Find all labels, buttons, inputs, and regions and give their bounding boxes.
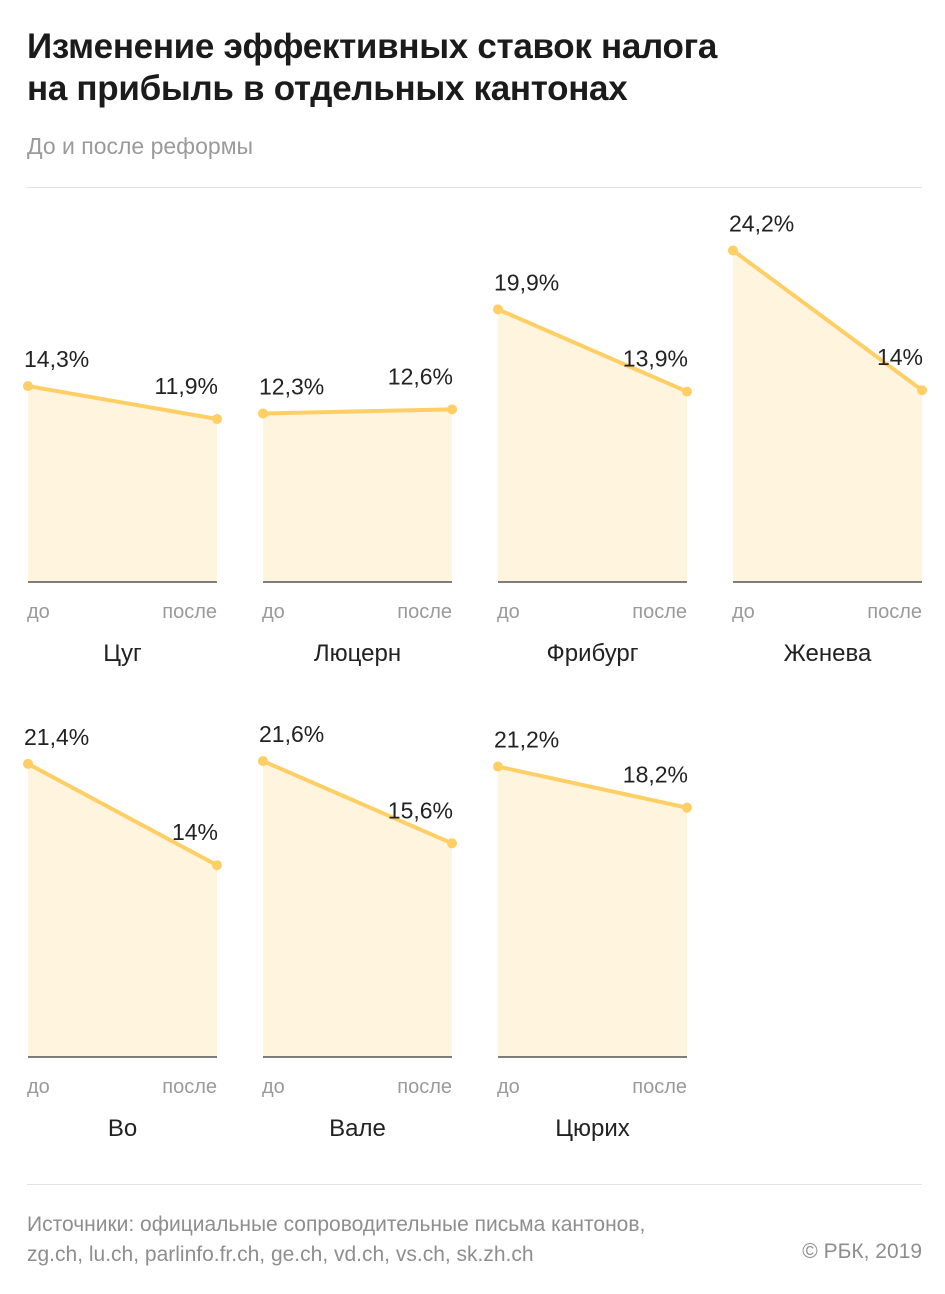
x-tick-before: до [27,1076,50,1098]
series-line [496,307,689,394]
title-line-1: Изменение эффективных ставок налога [27,27,718,66]
area-fill [498,766,687,1057]
bottom-divider [27,1184,922,1185]
area-fill [28,763,217,1057]
panel-name: Во [108,1115,137,1142]
point-before [258,408,268,419]
panel-name: Цюрих [555,1115,630,1142]
value-label-after: 12,6% [388,363,453,389]
series-line [26,761,219,868]
point-after [917,385,927,396]
value-label-after: 14% [877,344,923,370]
point-after [682,802,692,813]
value-label-before: 24,2% [729,210,794,236]
panel-name: Женева [784,640,872,667]
sources-note: Источники: официальные сопроводительные … [27,1210,645,1270]
sources-line-2: zg.ch, lu.ch, parlinfo.fr.ch, ge.ch, vd.… [27,1243,534,1266]
series-line [496,764,689,810]
panel-name: Цуг [103,640,142,667]
chart-subtitle: До и после реформы [27,133,254,159]
series-line [261,759,454,846]
x-tick-before: до [262,1076,285,1098]
point-after [212,860,222,871]
area-fill [498,309,687,582]
point-before [258,756,268,767]
value-label-before: 14,3% [24,346,89,372]
panel-name: Люцерн [314,640,401,667]
x-tick-before: до [497,601,520,623]
x-tick-after: после [867,601,922,623]
area-fill [263,761,452,1057]
value-label-before: 21,4% [24,724,89,750]
x-tick-before: до [732,601,755,623]
point-after [212,413,222,424]
point-before [23,381,33,392]
area-fill [263,409,452,582]
copyright: © РБК, 2019 [802,1240,922,1263]
value-label-after: 11,9% [154,373,218,399]
value-label-after: 14% [172,819,218,845]
point-before [728,245,738,256]
point-after [682,386,692,397]
value-label-before: 21,6% [259,721,324,747]
x-tick-after: после [397,601,452,623]
point-after [447,838,457,849]
value-label-before: 12,3% [259,373,324,399]
series-line [26,384,219,421]
x-tick-before: до [262,601,285,623]
x-tick-after: после [162,1076,217,1098]
value-label-before: 21,2% [494,727,559,753]
x-tick-before: до [27,601,50,623]
x-tick-after: после [632,601,687,623]
series-line [731,248,924,393]
point-before [493,304,503,315]
x-tick-after: после [397,1076,452,1098]
value-label-after: 18,2% [623,762,688,788]
series-line [261,407,454,416]
title-line-2: на прибыль в отдельных кантонах [27,69,628,108]
panel-name: Фрибург [546,640,638,667]
point-before [23,758,33,769]
value-label-before: 19,9% [494,269,559,295]
top-divider [27,187,922,188]
value-label-after: 15,6% [388,797,453,823]
value-label-after: 13,9% [623,346,688,372]
x-tick-after: после [162,601,217,623]
x-tick-before: до [497,1076,520,1098]
chart-title: Изменение эффективных ставок налога на п… [27,26,917,110]
area-fill [28,386,217,582]
panel-name: Вале [329,1115,386,1142]
sources-line-1: Источники: официальные сопроводительные … [27,1213,646,1236]
area-fill [733,250,922,582]
point-before [493,761,503,772]
point-after [447,404,457,415]
x-tick-after: после [632,1076,687,1098]
